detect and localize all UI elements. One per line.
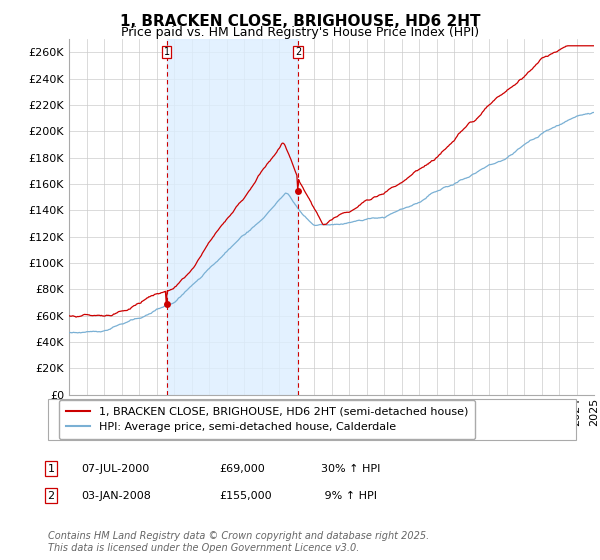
Text: Contains HM Land Registry data © Crown copyright and database right 2025.
This d: Contains HM Land Registry data © Crown c… (48, 531, 429, 553)
Text: 1: 1 (47, 464, 55, 474)
FancyBboxPatch shape (48, 399, 576, 440)
Legend: 1, BRACKEN CLOSE, BRIGHOUSE, HD6 2HT (semi-detached house), HPI: Average price, : 1, BRACKEN CLOSE, BRIGHOUSE, HD6 2HT (se… (59, 400, 475, 439)
Text: Price paid vs. HM Land Registry's House Price Index (HPI): Price paid vs. HM Land Registry's House … (121, 26, 479, 39)
Text: 03-JAN-2008: 03-JAN-2008 (81, 491, 151, 501)
Text: £69,000: £69,000 (219, 464, 265, 474)
Text: 30% ↑ HPI: 30% ↑ HPI (321, 464, 380, 474)
Text: 07-JUL-2000: 07-JUL-2000 (81, 464, 149, 474)
Text: 1, BRACKEN CLOSE, BRIGHOUSE, HD6 2HT: 1, BRACKEN CLOSE, BRIGHOUSE, HD6 2HT (120, 14, 480, 29)
Text: 1: 1 (164, 47, 170, 57)
Bar (167, 39, 298, 395)
Text: 9% ↑ HPI: 9% ↑ HPI (321, 491, 377, 501)
Text: 2: 2 (47, 491, 55, 501)
Text: 2: 2 (295, 47, 301, 57)
Text: £155,000: £155,000 (219, 491, 272, 501)
